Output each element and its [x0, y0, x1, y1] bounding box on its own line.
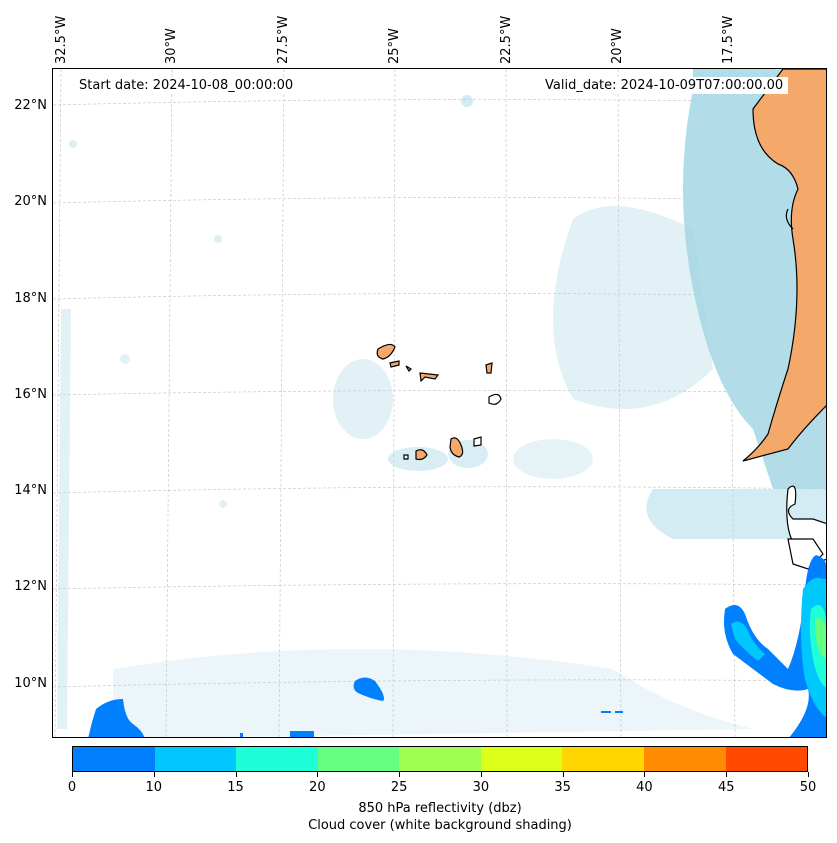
- lon-label-30w: 30°W: [164, 28, 179, 64]
- colorbar-tick-label: 35: [554, 780, 571, 795]
- cloud-cover-shading: [57, 69, 826, 737]
- cloud-dot-5: [219, 500, 227, 508]
- lon-label-25w: 25°W: [387, 28, 402, 64]
- cloud-dot-4: [120, 354, 130, 364]
- colorbar-segment: [154, 747, 237, 771]
- colorbar-tick-label: 20: [309, 780, 326, 795]
- colorbar-tick-label: 10: [145, 780, 163, 795]
- lat-label-16n: 16°N: [14, 387, 47, 402]
- valid-date-label: Valid_date: 2024-10-09T07:00:00.00: [540, 77, 789, 94]
- island-sao-nicolau: [419, 372, 440, 383]
- cloud-patch-west-islands: [333, 359, 393, 439]
- colorbar-tick: [153, 772, 155, 777]
- cloud-patch-east-islands: [513, 439, 593, 479]
- colorbar-segment: [562, 747, 644, 771]
- reflectivity-cell-southeast-inner: [731, 621, 765, 661]
- cloud-band-south: [646, 489, 826, 539]
- island-santa-luzia: [405, 365, 412, 372]
- lat-label-18n: 18°N: [14, 291, 47, 306]
- colorbar-tick-label: 45: [717, 780, 735, 795]
- colorbar-tick-label: 30: [472, 780, 490, 795]
- island-boa-vista: [488, 393, 502, 405]
- island-santiago: [449, 437, 464, 458]
- gridline-lat-10: [53, 679, 826, 688]
- reflectivity-cells: [88, 555, 826, 737]
- colorbar-segment: [399, 747, 481, 771]
- lon-label-27-5w: 27.5°W: [276, 15, 291, 64]
- gridline-lon-25: [392, 69, 396, 737]
- colorbar-tick-label: 15: [227, 780, 244, 795]
- colorbar-segment: [725, 747, 808, 771]
- lat-label-12n: 12°N: [14, 579, 47, 594]
- island-maio: [473, 436, 482, 447]
- gridline-lat-20: [53, 197, 826, 204]
- reflectivity-cell-small-3: [601, 711, 611, 713]
- reflectivity-cell-southwest: [88, 699, 145, 737]
- colorbar-tick: [644, 772, 646, 777]
- lon-label-20w: 20°W: [610, 28, 625, 64]
- lat-label-20n: 20°N: [14, 194, 47, 209]
- colorbar-tick: [562, 772, 564, 777]
- lat-label-10n: 10°N: [14, 676, 47, 691]
- gridline-lat-12: [53, 583, 826, 590]
- colorbar-tick: [399, 772, 401, 777]
- reflectivity-cell-small-1: [290, 731, 314, 737]
- map-panel: [52, 68, 827, 738]
- colorbar-segment: [73, 747, 155, 771]
- gridline-lon-22-5: [505, 69, 508, 737]
- reflectivity-cell-center-south: [353, 677, 384, 701]
- land-areas: [376, 69, 826, 570]
- colorbar-tick: [808, 772, 809, 777]
- graticule: [53, 69, 826, 737]
- colorbar-segment: [643, 747, 726, 771]
- reflectivity-cell-small-2: [240, 733, 243, 737]
- start-date-label: Start date: 2024-10-08_00:00:00: [74, 77, 299, 94]
- lon-label-17-5w: 17.5°W: [721, 15, 736, 64]
- cloud-dot-2: [69, 140, 77, 148]
- colorbar-tick: [317, 772, 319, 777]
- colorbar-tick: [726, 772, 728, 777]
- island-fogo: [415, 449, 428, 461]
- colorbar-tick-label: 50: [799, 780, 817, 795]
- map-canvas: [53, 69, 826, 737]
- cloud-dot-3: [214, 235, 222, 243]
- reflectivity-cell-small-4: [615, 711, 623, 713]
- island-santo-antao: [376, 343, 396, 360]
- gridline-lon-30: [165, 69, 173, 737]
- cloud-band-offshore: [553, 206, 713, 409]
- lat-label-22n: 22°N: [14, 98, 47, 113]
- lon-label-22-5w: 22.5°W: [499, 15, 514, 64]
- colorbar-title: 850 hPa reflectivity (dbz): [358, 801, 522, 816]
- colorbar-segment: [236, 747, 318, 771]
- gridline-lat-18: [53, 293, 826, 300]
- island-brava: [403, 454, 409, 460]
- colorbar-segment: [480, 747, 563, 771]
- cloud-strip-west-edge: [57, 309, 71, 729]
- gridline-lon-27-5: [278, 69, 285, 737]
- colorbar-tick-label: 40: [636, 780, 653, 795]
- island-sal: [485, 362, 493, 374]
- colorbar-tick: [235, 772, 237, 777]
- island-sao-vicente: [389, 360, 400, 368]
- african-coastline: [742, 69, 826, 462]
- colorbar-segment: [317, 747, 400, 771]
- cloud-dot-1: [461, 95, 473, 107]
- gridline-lon-20: [617, 69, 622, 737]
- colorbar-tick: [480, 772, 482, 777]
- gridline-lat-14: [53, 486, 826, 494]
- cloud-field-south: [113, 649, 753, 737]
- colorbar-tick: [72, 772, 73, 777]
- colorbar: [72, 746, 808, 772]
- reflectivity-cell-east-peak: [815, 617, 826, 659]
- lon-label-32-5w: 32.5°W: [54, 15, 69, 64]
- lat-label-14n: 14°N: [14, 483, 47, 498]
- gridline-lat-22: [53, 99, 826, 106]
- gridline-lon-32-5: [54, 69, 62, 737]
- colorbar-tick-label: 0: [67, 780, 77, 795]
- colorbar-tick-label: 25: [390, 780, 408, 795]
- colorbar-subtitle: Cloud cover (white background shading): [308, 818, 572, 833]
- gridline-lat-16: [53, 390, 826, 396]
- coast-inlet: [785, 208, 794, 230]
